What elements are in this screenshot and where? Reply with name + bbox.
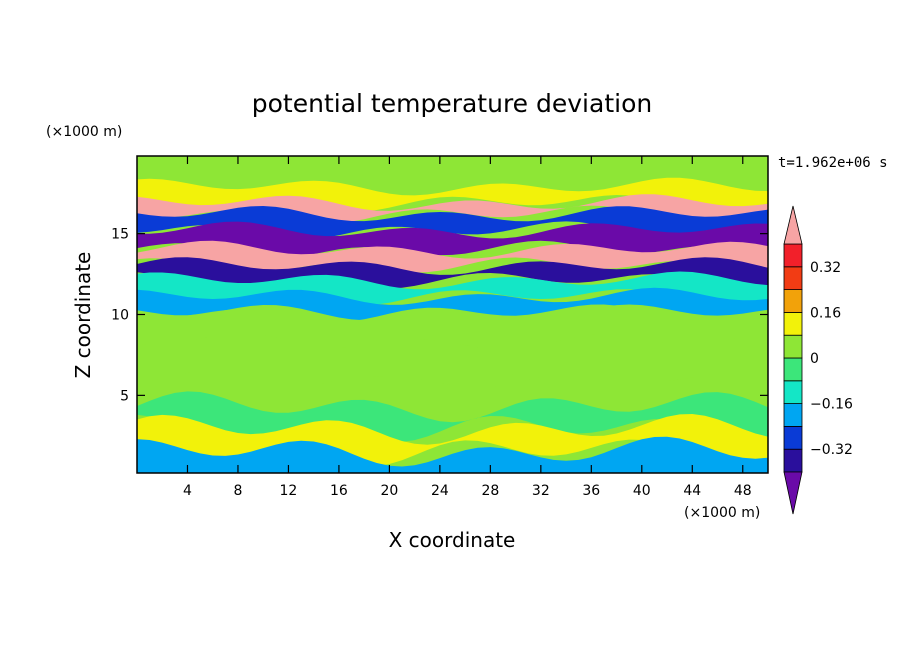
colorbar-extend-min [783, 471, 803, 515]
x-tick-label: 12 [280, 483, 298, 499]
y-tick-label: 5 [120, 388, 129, 404]
x-tick-label: 32 [532, 483, 550, 499]
contour-band [137, 156, 768, 196]
colorbar-segment [783, 425, 803, 450]
x-tick-label: 48 [734, 483, 752, 499]
x-tick-label: 28 [481, 483, 499, 499]
x-tick-label: 16 [330, 483, 348, 499]
colorbar: 0.32 0.16 0 −0.16 −0.32 [783, 205, 853, 515]
x-axis-ticks: 4 8 12 16 20 24 28 32 36 40 44 48 [183, 156, 752, 499]
x-tick-label: 24 [431, 483, 449, 499]
x-axis-title: X coordinate [389, 528, 516, 552]
contour-band [137, 370, 768, 415]
colorbar-segment [783, 311, 803, 336]
colorbar-extend-max [783, 205, 803, 245]
y-axis-title: Z coordinate [71, 252, 95, 379]
contour-band [137, 333, 768, 388]
colorbar-segment [783, 403, 803, 427]
x-tick-label: 8 [233, 483, 242, 499]
contour-band [137, 414, 768, 466]
colorbar-segment [783, 380, 803, 404]
contour-band [137, 391, 768, 445]
contour-band [137, 206, 768, 240]
contour-band [137, 436, 768, 473]
colorbar-segment [783, 243, 803, 268]
contour-band [137, 304, 768, 351]
x-tick-label: 44 [683, 483, 701, 499]
y-axis-ticks: 5 10 15 [111, 227, 768, 404]
contour-band [137, 240, 768, 275]
colorbar-tick-label: −0.32 [810, 442, 853, 458]
contour-band [137, 177, 768, 212]
contour-band [137, 271, 768, 306]
x-tick-label: 36 [582, 483, 600, 499]
colorbar-tick-label: −0.16 [810, 397, 853, 413]
y-tick-label: 15 [111, 227, 129, 243]
colorbar-tick-label: 0.16 [810, 305, 841, 321]
colorbar-segment [783, 334, 803, 359]
x-tick-label: 40 [633, 483, 651, 499]
colorbar-tick-label: 0 [810, 351, 819, 367]
contour-bands [137, 156, 768, 473]
chart-title: potential temperature deviation [252, 89, 652, 118]
x-tick-label: 20 [380, 483, 398, 499]
x-tick-label: 4 [183, 483, 192, 499]
time-label: t=1.962e+06 s [778, 155, 888, 171]
colorbar-segment [783, 266, 803, 290]
colorbar-segment [783, 289, 803, 313]
contour-band [137, 257, 768, 289]
plot-area [137, 156, 768, 473]
x-unit-label: (×1000 m) [684, 505, 760, 521]
y-unit-label: (×1000 m) [46, 124, 122, 140]
y-tick-label: 10 [111, 308, 129, 324]
colorbar-segment [783, 448, 803, 473]
colorbar-segment [783, 357, 803, 382]
colorbar-tick-label: 0.32 [810, 260, 841, 276]
